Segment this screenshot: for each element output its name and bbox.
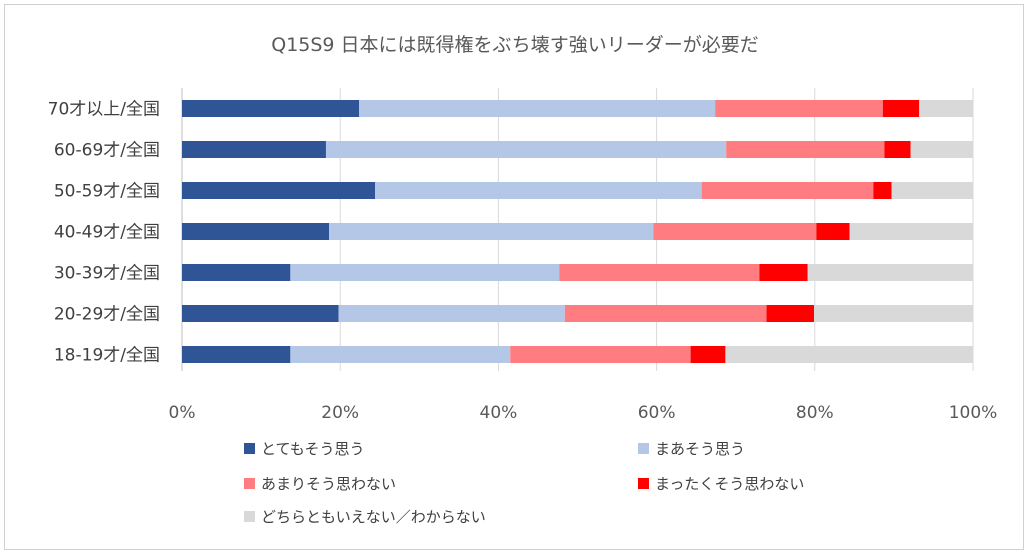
category-label: 70才以上/全国 bbox=[48, 100, 160, 120]
x-tick-label: 100% bbox=[949, 403, 998, 423]
bar-segment-3-row-2 bbox=[726, 141, 885, 158]
bar-segment-3-row-6 bbox=[564, 305, 767, 322]
bar-segment-2-row-1 bbox=[359, 100, 716, 117]
bar-segment-1-row-1 bbox=[182, 100, 360, 117]
x-tick-label: 80% bbox=[796, 403, 834, 423]
x-tick-labels: 0% 20% 40% 60% 80% 100% bbox=[169, 403, 998, 423]
bar-segment-5-row-3 bbox=[891, 182, 973, 199]
bar-series bbox=[182, 100, 973, 363]
bar-segment-2-row-4 bbox=[329, 223, 654, 240]
legend-label: あまりそう思わない bbox=[261, 475, 396, 493]
x-tick-label: 0% bbox=[169, 403, 196, 423]
bar-segment-5-row-6 bbox=[814, 305, 973, 322]
bar-segment-1-row-6 bbox=[182, 305, 339, 322]
bar-segment-2-row-2 bbox=[325, 141, 727, 158]
x-tick-label: 40% bbox=[480, 403, 518, 423]
category-label: 40-49才/全国 bbox=[54, 223, 160, 243]
bar-segment-4-row-7 bbox=[690, 346, 726, 363]
bar-segment-1-row-5 bbox=[182, 264, 291, 281]
legend-label: とてもそう思う bbox=[261, 440, 365, 458]
bar-segment-5-row-1 bbox=[919, 100, 973, 117]
legend-swatch bbox=[638, 478, 649, 489]
bar-segment-2-row-3 bbox=[375, 182, 702, 199]
bar-segment-1-row-3 bbox=[182, 182, 376, 199]
bar-segment-2-row-5 bbox=[290, 264, 560, 281]
legend-label: どちらともいえない／わからない bbox=[261, 508, 486, 526]
category-label: 30-39才/全国 bbox=[54, 264, 160, 284]
category-labels: 70才以上/全国 60-69才/全国 50-59才/全国 40-49才/全国 30-39… bbox=[48, 100, 160, 366]
bar-segment-3-row-3 bbox=[701, 182, 874, 199]
x-tick-label: 60% bbox=[638, 403, 676, 423]
bar-segment-3-row-7 bbox=[510, 346, 691, 363]
legend-label: まったくそう思わない bbox=[655, 475, 804, 493]
bar-segment-5-row-5 bbox=[807, 264, 973, 281]
bar-segment-2-row-7 bbox=[290, 346, 511, 363]
legend-swatch bbox=[244, 511, 255, 522]
bar-segment-4-row-4 bbox=[816, 223, 850, 240]
bar-segment-2-row-6 bbox=[338, 305, 565, 322]
bar-segment-5-row-7 bbox=[725, 346, 973, 363]
category-label: 20-29才/全国 bbox=[54, 305, 160, 325]
bar-segment-3-row-1 bbox=[715, 100, 883, 117]
bar-segment-1-row-4 bbox=[182, 223, 330, 240]
bar-segment-3-row-5 bbox=[559, 264, 760, 281]
category-label: 18-19才/全国 bbox=[54, 346, 160, 366]
bar-segment-4-row-2 bbox=[884, 141, 911, 158]
category-label: 50-59才/全国 bbox=[54, 182, 160, 202]
bar-segment-4-row-3 bbox=[873, 182, 892, 199]
bar-segment-5-row-4 bbox=[849, 223, 973, 240]
bar-segment-1-row-7 bbox=[182, 346, 291, 363]
x-tick-label: 20% bbox=[321, 403, 359, 423]
legend-swatch bbox=[244, 443, 255, 454]
legend-label: まあそう思う bbox=[655, 440, 745, 458]
bar-segment-5-row-2 bbox=[910, 141, 973, 158]
legend-swatch bbox=[244, 478, 255, 489]
category-label: 60-69才/全国 bbox=[54, 141, 160, 161]
chart-title: Q15S9 日本には既得権をぶち壊す強いリーダーが必要だ bbox=[271, 34, 759, 56]
bar-segment-3-row-4 bbox=[653, 223, 817, 240]
legend-swatch bbox=[638, 443, 649, 454]
bar-segment-4-row-6 bbox=[766, 305, 815, 322]
bar-segment-4-row-1 bbox=[882, 100, 920, 117]
bar-segment-1-row-2 bbox=[182, 141, 326, 158]
bar-segment-4-row-5 bbox=[759, 264, 808, 281]
